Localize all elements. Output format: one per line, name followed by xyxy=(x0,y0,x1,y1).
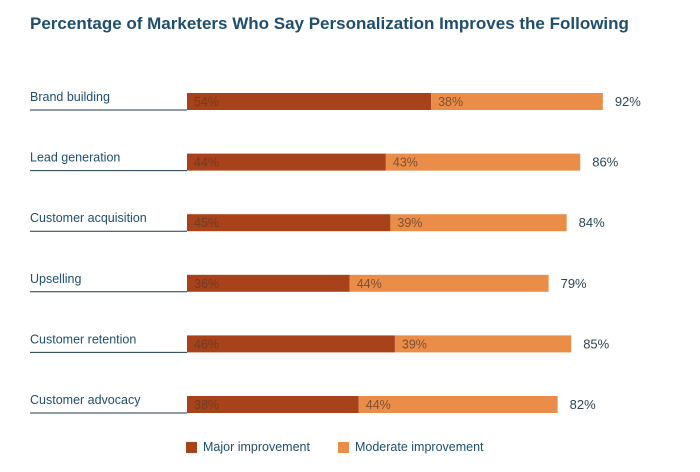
legend-label-moderate: Moderate improvement xyxy=(354,440,484,454)
legend-swatch-major xyxy=(186,441,197,453)
bar-upselling-moderate xyxy=(349,274,549,292)
bar-label-brand-building-moderate: 38% xyxy=(438,95,463,109)
bar-brand-building-moderate xyxy=(431,93,603,110)
category-label-customer-retention: Customer retention xyxy=(30,332,136,346)
bar-lead-generation-major xyxy=(187,153,386,171)
bar-label-lead-generation-major: 44% xyxy=(194,156,219,170)
legend-swatch-moderate xyxy=(337,441,349,453)
bar-label-customer-acquisition-moderate: 39% xyxy=(397,216,422,230)
category-label-brand-building: Brand building xyxy=(30,90,110,104)
bar-lead-generation-moderate xyxy=(385,153,581,171)
bar-label-upselling-moderate: 44% xyxy=(357,277,382,291)
bar-label-customer-advocacy-moderate: 44% xyxy=(366,398,391,412)
bar-customer-retention-moderate xyxy=(394,335,572,353)
category-label-lead-generation: Lead generation xyxy=(30,151,120,165)
bar-brand-building-major xyxy=(187,93,432,110)
category-label-customer-advocacy: Customer advocacy xyxy=(30,393,141,407)
bar-customer-advocacy-major xyxy=(187,396,359,413)
bar-label-customer-advocacy-major: 38% xyxy=(194,398,219,412)
total-label-customer-acquisition: 84% xyxy=(579,215,605,230)
bar-label-brand-building-major: 54% xyxy=(194,95,219,109)
bar-customer-retention-major xyxy=(187,335,395,353)
total-label-customer-advocacy: 82% xyxy=(570,397,596,412)
bar-label-customer-retention-moderate: 39% xyxy=(402,337,427,351)
category-label-upselling: Upselling xyxy=(30,272,81,286)
legend: Major improvement Moderate improvement xyxy=(186,440,484,454)
chart-title: Percentage of Marketers Who Say Personal… xyxy=(30,14,629,33)
bar-label-customer-acquisition-major: 45% xyxy=(194,216,219,230)
bar-customer-acquisition-major xyxy=(187,214,391,232)
bar-upselling-major xyxy=(187,274,350,292)
bar-customer-advocacy-moderate xyxy=(358,396,558,413)
total-label-upselling: 79% xyxy=(561,276,587,291)
category-label-customer-acquisition: Customer acquisition xyxy=(30,211,147,225)
total-label-lead-generation: 86% xyxy=(592,155,618,170)
legend-item-moderate: Moderate improvement xyxy=(337,440,484,454)
bar-label-upselling-major: 36% xyxy=(194,277,219,291)
bar-customer-acquisition-moderate xyxy=(390,214,567,232)
bar-label-customer-retention-major: 46% xyxy=(194,337,219,351)
legend-item-major: Major improvement xyxy=(186,440,310,454)
bar-label-lead-generation-moderate: 43% xyxy=(393,156,418,170)
total-label-brand-building: 92% xyxy=(615,94,641,109)
legend-label-major: Major improvement xyxy=(203,440,310,454)
total-label-customer-retention: 85% xyxy=(583,336,609,351)
